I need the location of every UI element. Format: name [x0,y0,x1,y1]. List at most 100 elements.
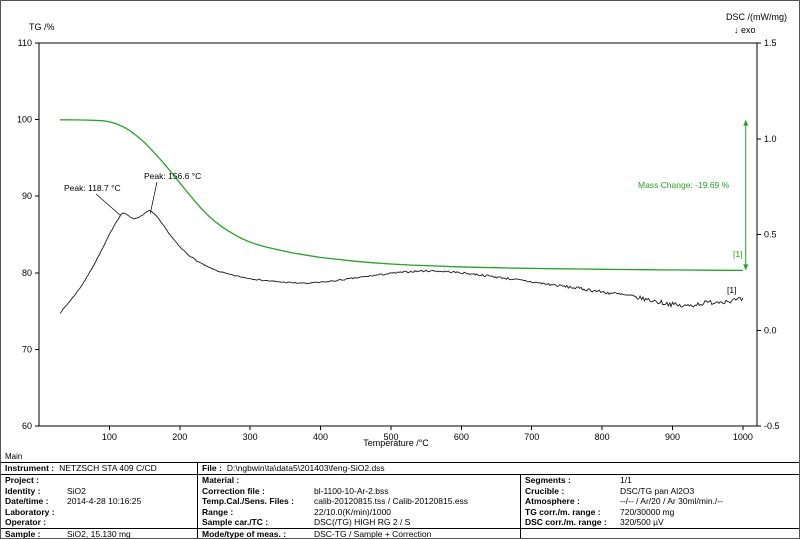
info-label: Atmosphere : [525,496,580,506]
tg-axis: 60 70 80 90 100 110 [17,38,39,431]
series-group [59,119,744,314]
info-label: Identity : [5,485,41,496]
info-label: Correction file : [202,485,265,496]
info-value: DSC-TG / Sample + Correction [314,528,432,538]
x-tick-label: 200 [172,432,187,442]
instrument-cell: Instrument : NETZSCH STA 409 C/CD [1,463,198,474]
dsc-axis-title: DSC /(mW/mg) [726,12,787,22]
plot-border [38,42,758,427]
info-value: bl-1100-10-Ar-2.bss [314,485,389,496]
info-row: Temp.Cal./Sens. Files : calib-20120815.ts… [198,496,520,507]
mass-change-annotation: Mass Change: -19.69 % [638,180,730,190]
x-tick-label: 700 [524,432,539,442]
info-row: Material : [198,475,520,486]
info-value: --/-- / Ar/20 / Ar 30ml/min./-- [620,496,723,506]
tg-tick-label: 70 [22,344,32,354]
info-row: Mode/type of meas. : DSC-TG / Sample + Co… [198,527,520,539]
info-label: TG corr./m. range : [525,506,601,517]
dsc-tick-label: 0.0 [764,325,777,335]
info-label: Date/time : [5,496,49,506]
tg-curve-id-label: [1] [733,249,743,259]
info-row: Sample car./TC : DSC(/TG) HIGH RG 2 / S [198,517,520,528]
peak1-annotation: Peak: 118.7 °C [64,183,121,193]
dsc-tick-label: 1.5 [764,38,777,48]
instrument-header-row: Instrument : NETZSCH STA 409 C/CD File :… [1,462,799,475]
info-value: 720/30000 mg [620,506,675,517]
instrument-value: NETZSCH STA 409 C/CD [59,463,157,473]
info-value: calib-20120815.tss / Calib-20120815.ess [314,496,469,506]
dsc-curve [59,210,744,314]
tg-tick-label: 90 [22,191,32,201]
info-value: DSC(/TG) HIGH RG 2 / S [314,517,411,527]
tg-curve [60,119,743,272]
info-label: Material : [202,475,240,485]
exo-direction-label: ↓ exo [734,25,756,35]
info-label: Temp.Cal./Sens. Files : [202,496,294,506]
x-tick-label: 800 [595,432,610,442]
info-label: Crucible : [525,485,565,496]
tg-tick-label: 80 [22,268,32,278]
dsc-tick-label: 0.5 [764,230,777,240]
tg-tick-label: 100 [17,115,32,125]
tg-tick-label: 110 [18,38,32,48]
file-path: D:\ngbwin\ta\data5\201403\feng-SiO2.dss [226,463,385,473]
info-column-conditions: Segments :1/1 Crucible : DSC/TG pan Al2O3 A… [521,475,799,538]
x-tick-label: 300 [243,432,258,442]
peak1-leader-line [95,193,121,216]
x-tick-label: 400 [313,432,328,442]
mass-change-arrow [743,119,749,271]
dsc-tick-label: 1.0 [764,134,777,144]
tg-tick-label: 60 [22,421,32,431]
info-row: Project : [1,475,197,486]
info-row: TG corr./m. range : 720/30000 mg [521,507,799,518]
info-label: Operator : [5,517,47,527]
x-tick-label: 100 [102,432,117,442]
info-value: 2014-4-28 10:16:25 [67,496,142,506]
peak2-annotation: Peak: 156.6 °C [144,171,202,181]
info-value: 22/10.0(K/min)/1000 [314,506,392,517]
info-label: Project : [5,475,40,485]
info-row: Crucible : DSC/TG pan Al2O3 [521,486,799,497]
peak2-leader-line [149,181,158,214]
info-label: Sample car./TC : [202,517,269,527]
info-label: Range : [202,506,234,517]
temperature-axis-title: Temperature /°C [363,438,429,448]
info-value: SiO2 [67,485,86,496]
x-tick-label: 900 [665,432,680,442]
main-tab[interactable]: Main [5,452,23,461]
x-tick-label: 500 [383,432,398,442]
info-label [525,529,620,539]
info-column-method: Material : Correction file : bl-1100-10-Ar… [198,475,521,538]
info-label: DSC corr./m. range : [525,517,607,527]
x-tick-label: 600 [454,432,469,442]
dsc-tick-label: -0.5 [764,421,780,431]
info-row [521,527,799,539]
measurement-info-panel: Main Instrument : NETZSCH STA 409 C/CD F… [1,451,799,538]
info-value: 320/500 µV [620,517,664,527]
info-value: DSC/TG pan Al2O3 [620,485,695,496]
file-label: File : [202,463,222,473]
info-row: Segments : 1/1 [521,475,799,486]
info-row: Range : 22/10.0(K/min)/1000 [198,507,520,518]
x-tick-label: 1000 [733,432,753,442]
info-label: Segments : [525,475,571,485]
info-label: Sample : [5,528,41,539]
info-row: Sample : SiO2, 15.130 mg [1,527,197,539]
info-row: Correction file : bl-1100-10-Ar-2.bss [198,486,520,497]
info-row: Identity : SiO2 [1,486,197,497]
info-row: Laboratory : [1,507,197,518]
info-row: Operator : [1,517,197,528]
info-value: 1/1 [620,475,632,485]
x-axis: 100 200 300 400 500 600 700 800 900 1000 [102,426,753,442]
info-row: DSC corr./m. range : 320/500 µV [521,517,799,528]
tg-axis-title: TG /% [29,22,55,32]
file-cell: File : D:\ngbwin\ta\data5\201403\feng-Si… [198,463,799,474]
info-label: Mode/type of meas. : [202,528,287,539]
dsc-axis: -0.5 0.0 0.5 1.0 1.5 [757,38,780,431]
info-row: Date/time : 2014-4-28 10:16:25 [1,496,197,507]
info-row: Atmosphere : --/-- / Ar/20 / Ar 30ml/min.… [521,496,799,507]
measurement-info-grid: Project : Identity : SiO2 Date/time : 2014-4… [1,475,799,538]
chart-area: 100 200 300 400 500 600 700 800 900 1000 60 70 80 90 1… [1,1,799,451]
info-column-sample: Project : Identity : SiO2 Date/time : 2014-4… [1,475,198,538]
